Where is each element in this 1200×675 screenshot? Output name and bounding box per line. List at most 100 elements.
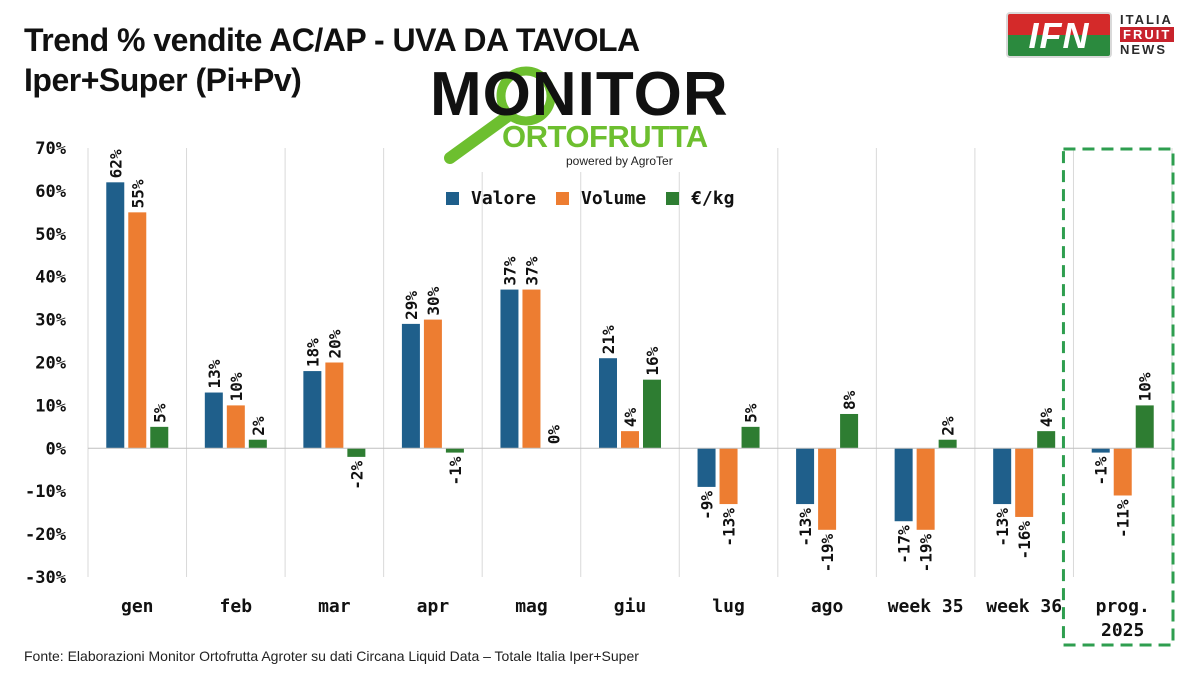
x-category-label: apr — [417, 596, 450, 617]
legend-swatch-valore — [446, 191, 459, 205]
x-category-label: gen — [121, 596, 154, 617]
data-label: 18% — [303, 338, 322, 367]
data-label: -13% — [993, 508, 1012, 547]
legend-swatch-eur-kg — [666, 191, 680, 205]
data-label: 4% — [621, 408, 640, 428]
ifn-logo: IFN ITALIA FRUIT NEWS — [1006, 12, 1186, 62]
data-label: -16% — [1015, 521, 1034, 560]
data-label: 4% — [1037, 408, 1056, 428]
x-category-label: feb — [220, 596, 253, 617]
x-category-label: mag — [515, 596, 548, 617]
bar-valore-week36 — [993, 448, 1012, 505]
bar-kg-prog2025 — [1135, 405, 1154, 449]
data-label: 5% — [150, 403, 169, 423]
data-label: 30% — [424, 286, 443, 315]
bar-valore-week35 — [894, 448, 913, 522]
y-tick-label: 30% — [35, 311, 66, 331]
bar-volume-lug — [719, 448, 738, 505]
monitor-logo-line1: MONITOR — [430, 60, 729, 129]
bar-valore-feb — [204, 392, 223, 449]
bar-volume-apr — [423, 319, 442, 449]
x-category-label: lug — [712, 596, 745, 617]
x-category-label: prog. — [1096, 596, 1150, 617]
data-label: -2% — [347, 461, 366, 490]
ifn-logo-word-3: NEWS — [1120, 42, 1167, 57]
ifn-logo-mark-text: IFN — [1028, 15, 1090, 56]
chart-grid — [87, 148, 1173, 577]
data-label: 10% — [1136, 372, 1155, 401]
magnifier-icon — [426, 62, 774, 172]
y-tick-label: -20% — [25, 525, 67, 545]
y-tick-label: -30% — [25, 568, 67, 588]
bar-kg-giu — [643, 379, 661, 449]
y-tick-label: 40% — [35, 268, 66, 288]
bar-valore-apr — [401, 323, 420, 449]
bar-volume-giu — [621, 431, 639, 449]
bar-valore-prog2025 — [1091, 448, 1110, 453]
chart-bars — [106, 182, 1154, 530]
x-category-label: week 36 — [986, 596, 1062, 617]
ifn-logo-words: ITALIA FRUIT NEWS — [1120, 12, 1190, 57]
monitor-logo-powered: powered by AgroTer — [566, 154, 673, 168]
y-tick-label: -10% — [25, 482, 67, 502]
legend-swatch-volume — [556, 191, 570, 205]
data-label: 55% — [128, 179, 147, 208]
data-label: -13% — [796, 508, 815, 547]
bar-volume-week35 — [916, 448, 935, 530]
x-category-label: mar — [318, 596, 351, 617]
legend-item-eur-kg: €/kg — [666, 188, 734, 209]
chart-legend: Valore Volume €/kg — [446, 186, 754, 210]
x-category-label: 2025 — [1101, 620, 1144, 641]
chart-highlight — [1061, 147, 1175, 647]
data-label: 62% — [106, 149, 125, 178]
data-label: 37% — [522, 256, 541, 285]
data-label: 16% — [643, 346, 662, 375]
legend-label-eur-kg: €/kg — [691, 187, 735, 209]
data-label: -13% — [720, 508, 739, 547]
ifn-logo-word-1: ITALIA — [1120, 12, 1173, 27]
legend-item-valore: Valore — [446, 188, 536, 209]
bar-volume-gen — [128, 212, 147, 449]
x-category-label: giu — [614, 596, 647, 617]
bar-volume-mag — [522, 289, 541, 449]
bar-volume-feb — [226, 405, 245, 449]
bar-kg-apr — [445, 448, 464, 453]
chart-title: Trend % vendite AC/AP - UVA DA TAVOLA Ip… — [24, 20, 640, 100]
bar-kg-ago — [840, 413, 859, 449]
chart-axes: 70% 60% 50% 40% 30% 20% 10% 0% -10% -20% -30% gen fe… — [25, 139, 1172, 641]
y-tick-label: 10% — [35, 396, 66, 416]
bar-valore-ago — [796, 448, 815, 505]
y-tick-label: 60% — [35, 182, 66, 202]
data-label: 8% — [840, 390, 859, 410]
x-category-label: ago — [811, 596, 844, 617]
bar-volume-week36 — [1015, 448, 1034, 517]
bar-kg-week36 — [1037, 431, 1056, 449]
bar-kg-gen — [150, 426, 169, 449]
bar-kg-feb — [248, 439, 267, 449]
highlight-box — [1061, 147, 1175, 647]
bar-valore-gen — [106, 182, 125, 449]
data-label: 20% — [325, 329, 344, 358]
bar-valore-giu — [599, 358, 617, 449]
data-label: -19% — [818, 533, 837, 572]
legend-item-volume: Volume — [556, 188, 646, 209]
data-label: -9% — [698, 491, 717, 520]
legend-label-volume: Volume — [581, 187, 647, 209]
data-label: -17% — [895, 525, 914, 564]
ifn-logo-word-2: FRUIT — [1120, 27, 1175, 42]
data-label: 37% — [500, 256, 519, 285]
bar-valore-mag — [500, 289, 519, 449]
bar-valore-mar — [303, 371, 322, 449]
y-tick-label: 50% — [35, 225, 66, 245]
data-label: 10% — [227, 372, 246, 401]
data-label: -19% — [917, 533, 936, 572]
monitor-ortofrutta-logo: MONITOR ORTOFRUTTA powered by AgroTer — [426, 62, 774, 172]
monitor-logo-line2: ORTOFRUTTA — [502, 119, 708, 154]
chart-title-line2: Iper+Super (Pi+Pv) — [24, 62, 302, 98]
data-label: 0% — [544, 425, 563, 445]
y-tick-label: 20% — [35, 354, 66, 374]
data-label: -1% — [1092, 456, 1111, 485]
legend-label-valore: Valore — [471, 187, 537, 209]
chart-title-line1: Trend % vendite AC/AP - UVA DA TAVOLA — [24, 22, 640, 58]
